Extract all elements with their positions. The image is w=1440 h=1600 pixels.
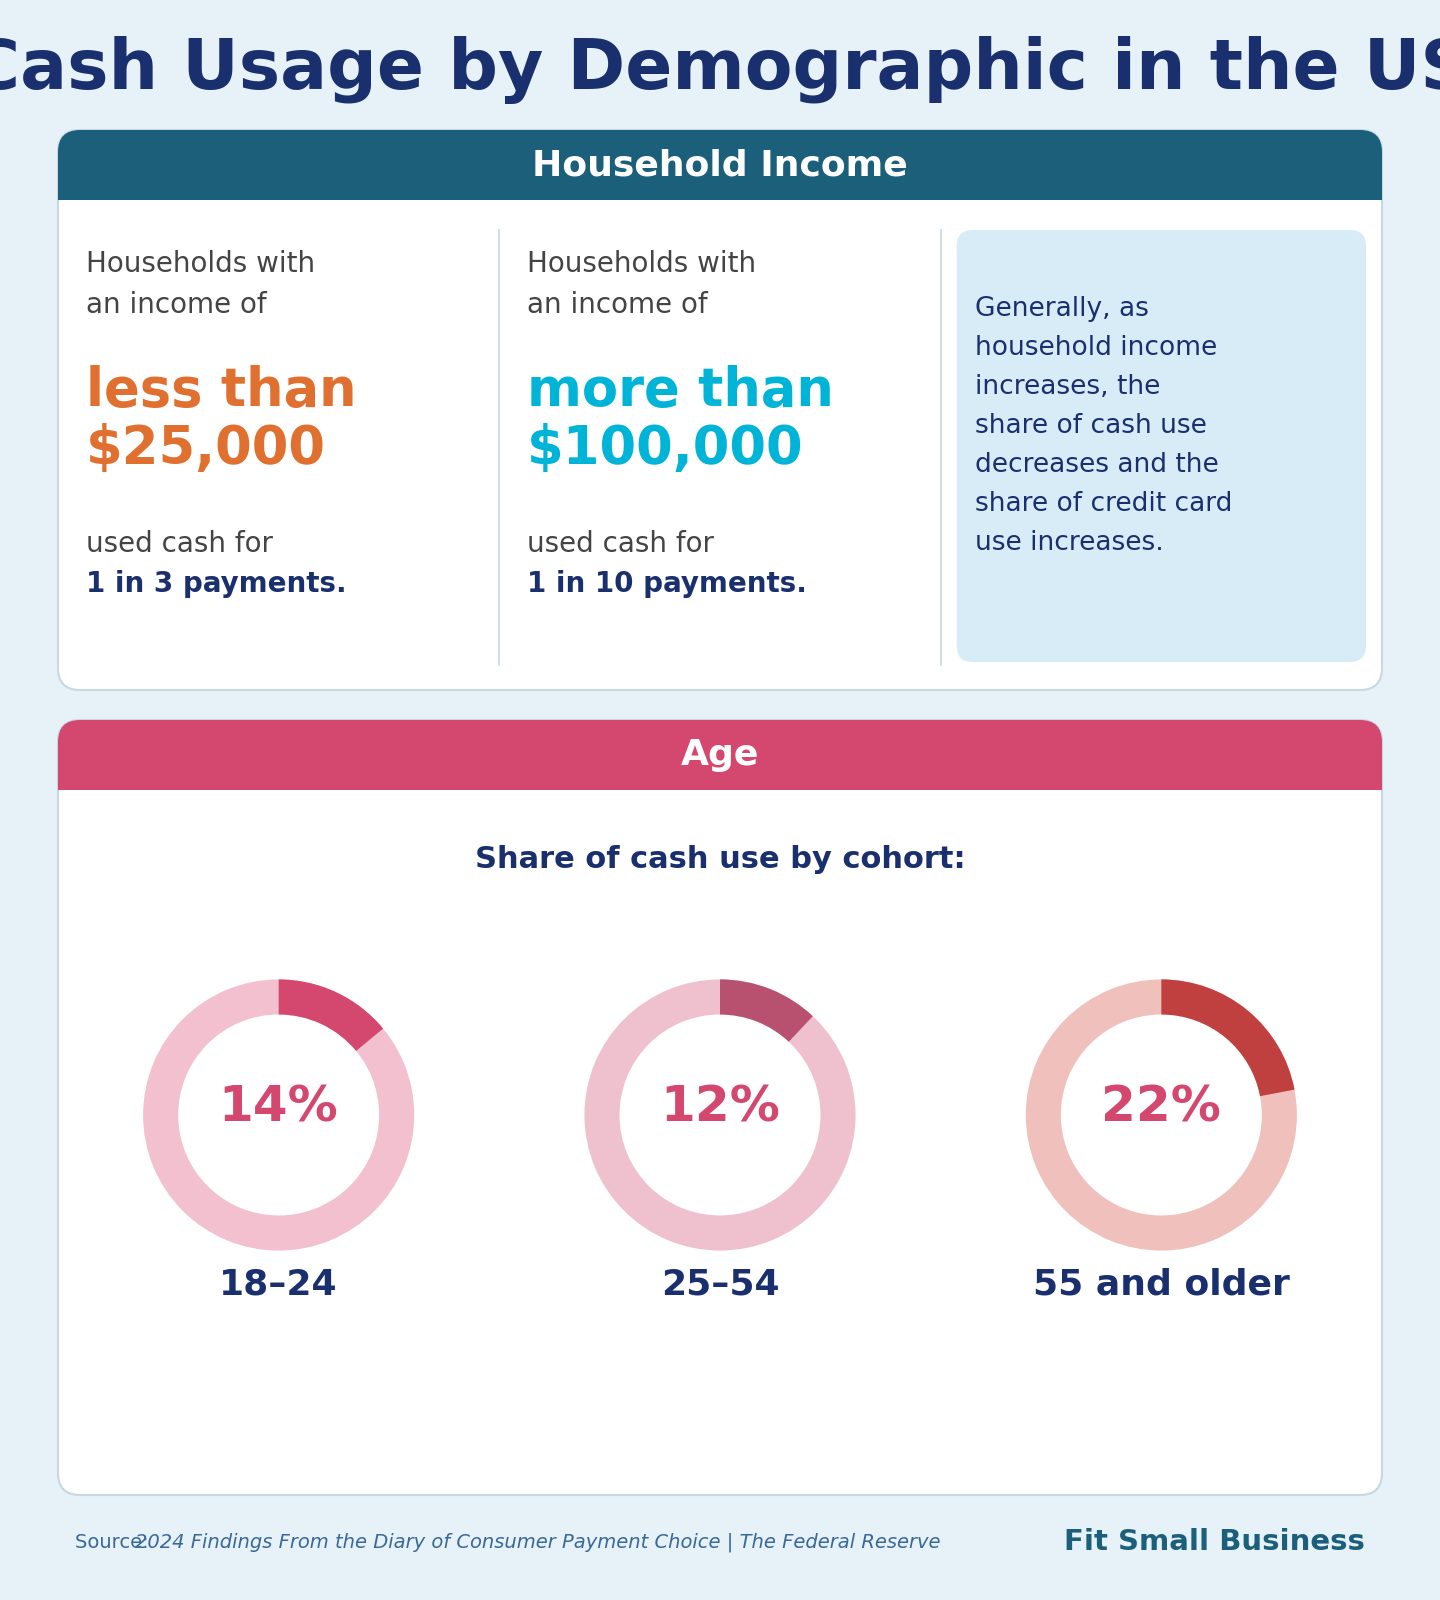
Text: Age: Age: [681, 738, 759, 773]
Text: used cash for: used cash for: [527, 530, 714, 558]
Text: Cash Usage by Demographic in the US: Cash Usage by Demographic in the US: [0, 35, 1440, 104]
Text: used cash for: used cash for: [86, 530, 274, 558]
Text: 1 in 10 payments.: 1 in 10 payments.: [527, 570, 808, 598]
Text: 25–54: 25–54: [661, 1267, 779, 1301]
Text: less than
$25,000: less than $25,000: [86, 365, 357, 475]
Text: 22%: 22%: [1102, 1083, 1221, 1131]
FancyBboxPatch shape: [956, 230, 1367, 662]
Text: Household Income: Household Income: [533, 149, 907, 182]
FancyBboxPatch shape: [58, 720, 1382, 790]
Text: 12%: 12%: [660, 1083, 780, 1131]
Wedge shape: [1161, 979, 1295, 1096]
Text: Households with
an income of: Households with an income of: [527, 250, 756, 320]
Wedge shape: [720, 979, 812, 1042]
Text: 2024 Findings From the Diary of Consumer Payment Choice | The Federal Reserve: 2024 Findings From the Diary of Consumer…: [135, 1533, 940, 1552]
Text: Fit Small Business: Fit Small Business: [1064, 1528, 1365, 1555]
Text: Share of cash use by cohort:: Share of cash use by cohort:: [475, 845, 965, 874]
Text: Generally, as
household income
increases, the
share of cash use
decreases and th: Generally, as household income increases…: [975, 296, 1233, 557]
Wedge shape: [143, 979, 415, 1251]
Text: 55 and older: 55 and older: [1032, 1267, 1290, 1301]
Text: 1 in 3 payments.: 1 in 3 payments.: [86, 570, 347, 598]
Text: Source:: Source:: [75, 1533, 156, 1552]
Bar: [58, 165, 1382, 200]
Wedge shape: [279, 979, 383, 1051]
FancyBboxPatch shape: [58, 130, 1382, 690]
Bar: [58, 755, 1382, 790]
FancyBboxPatch shape: [58, 130, 1382, 200]
FancyBboxPatch shape: [58, 720, 1382, 1494]
Wedge shape: [1025, 979, 1297, 1251]
Text: 14%: 14%: [219, 1083, 338, 1131]
Text: Households with
an income of: Households with an income of: [86, 250, 315, 320]
Text: more than
$100,000: more than $100,000: [527, 365, 834, 475]
Wedge shape: [585, 979, 855, 1251]
Text: 18–24: 18–24: [219, 1267, 338, 1301]
